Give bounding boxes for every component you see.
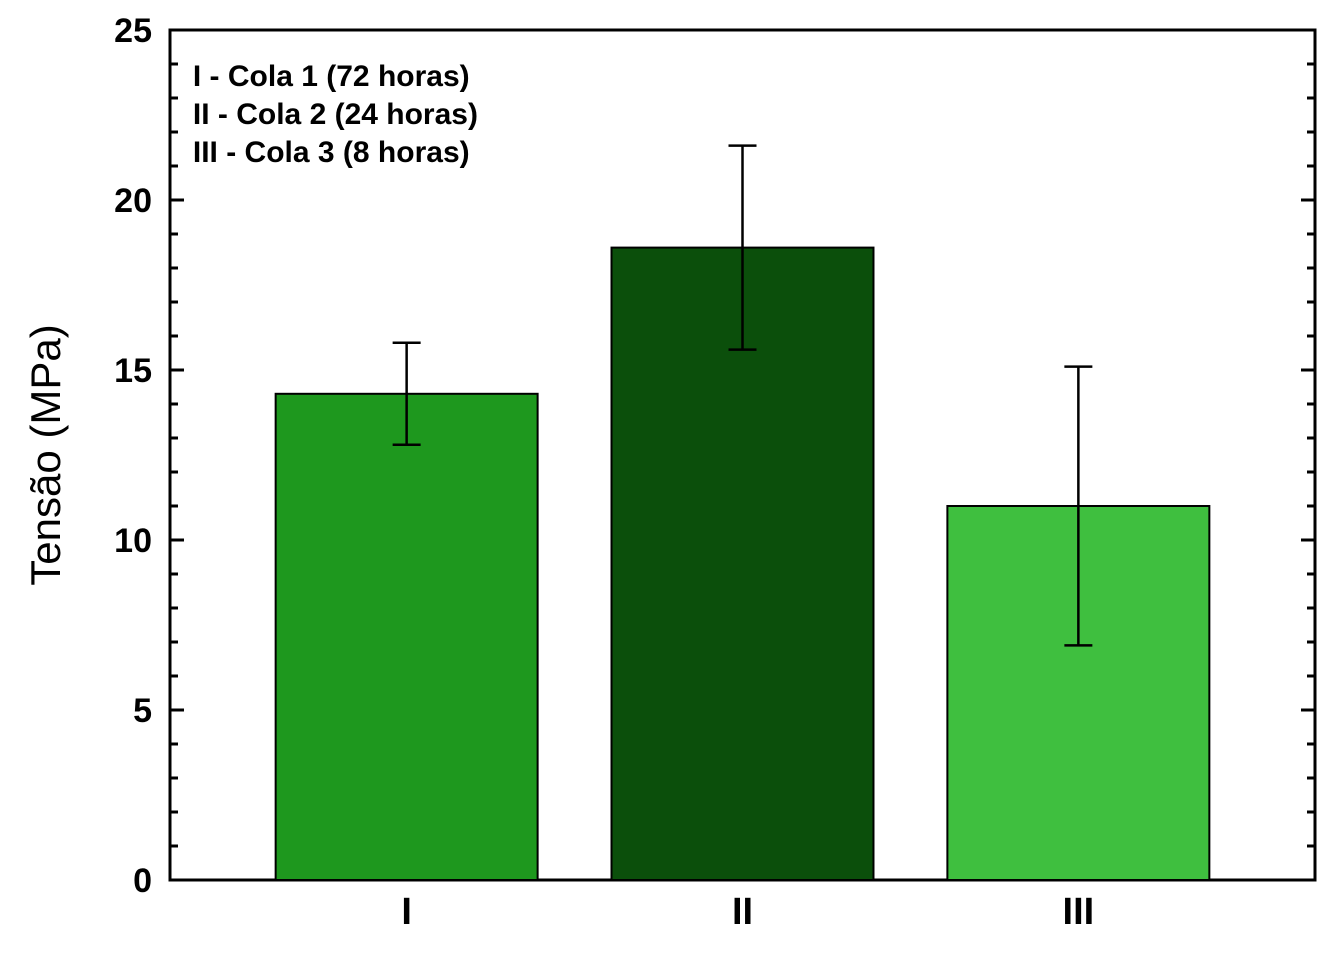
bars: IIIIII xyxy=(276,146,1210,933)
ytick-label: 0 xyxy=(133,862,152,900)
legend-item-0: I - Cola 1 (72 horas) xyxy=(193,60,470,93)
chart-svg: 0510152025Tensão (MPa)IIIIIII - Cola 1 (… xyxy=(0,0,1343,958)
ytick-label: 20 xyxy=(114,182,152,220)
category-label-II: II xyxy=(732,891,753,933)
ytick-label: 5 xyxy=(133,692,152,730)
legend: I - Cola 1 (72 horas) II - Cola 2 (24 hor… xyxy=(193,60,478,169)
bar-chart: 0510152025Tensão (MPa)IIIIIII - Cola 1 (… xyxy=(0,0,1343,958)
ytick-label: 15 xyxy=(114,352,152,390)
bar-I xyxy=(276,394,538,880)
category-label-III: III xyxy=(1063,891,1095,933)
legend-item-2: III - Cola 3 (8 horas) xyxy=(193,136,470,169)
ytick-label: 10 xyxy=(114,522,152,560)
y-axis-label: Tensão (MPa) xyxy=(22,324,69,585)
category-label-I: I xyxy=(401,891,412,933)
ytick-label: 25 xyxy=(114,12,152,50)
legend-item-1: II - Cola 2 (24 horas) xyxy=(193,98,478,131)
